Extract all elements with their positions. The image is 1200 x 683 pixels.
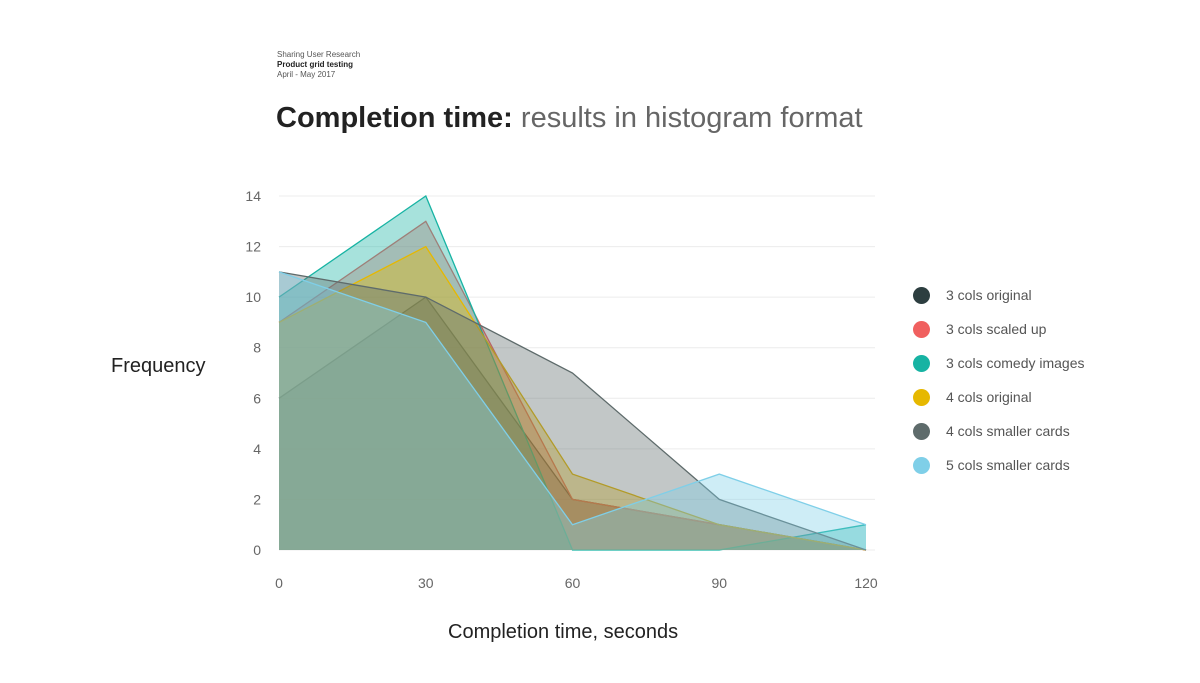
y-tick-label: 10 [245,289,261,305]
chart-legend: 3 cols original 3 cols scaled up 3 cols co… [913,278,1085,482]
report-project: Product grid testing [277,60,353,69]
legend-item: 3 cols comedy images [913,346,1085,380]
y-tick-label: 2 [253,491,261,507]
series-area [279,196,866,550]
legend-swatch [913,320,930,338]
y-axis-label: Frequency [111,355,206,377]
legend-label: 3 cols scaled up [946,321,1047,337]
legend-label: 5 cols smaller cards [946,457,1070,473]
y-tick-label: 4 [253,441,261,457]
y-tick-label: 0 [253,542,261,558]
legend-item: 3 cols scaled up [913,312,1085,346]
report-section: Sharing User Research [277,50,361,59]
legend-swatch [913,422,930,440]
legend-swatch [913,286,930,304]
series-line [278,245,867,551]
chart-title: Completion time: results in histogram fo… [276,100,863,136]
legend-swatch [913,354,930,372]
x-tick-label: 120 [854,575,878,591]
series-line [278,271,867,526]
report-meta: Sharing User Research Product grid testi… [277,50,360,80]
legend-item: 3 cols original [913,278,1085,312]
series-line [278,271,867,551]
series-area [279,271,866,550]
chart-title-light: results in histogram format [520,102,863,134]
legend-label: 4 cols smaller cards [946,423,1070,439]
legend-swatch [913,388,930,406]
legend-label: 3 cols original [946,287,1032,303]
legend-swatch [913,456,930,474]
y-tick-label: 12 [245,239,261,255]
legend-item: 4 cols smaller cards [913,414,1085,448]
legend-item: 5 cols smaller cards [913,448,1085,482]
y-tick-label: 6 [253,390,261,406]
x-tick-label: 60 [565,575,581,591]
legend-item: 4 cols original [913,380,1085,414]
y-tick-label: 14 [245,188,261,204]
legend-label: 3 cols comedy images [946,355,1085,371]
x-tick-label: 0 [275,575,283,591]
report-dates: April - May 2017 [277,70,336,79]
series-area [279,271,866,550]
x-tick-label: 30 [418,575,434,591]
legend-label: 4 cols original [946,389,1032,405]
series-line [278,195,867,551]
x-axis-label: Completion time, seconds [448,621,679,643]
y-tick-label: 8 [253,340,261,356]
x-tick-label: 90 [711,575,727,591]
series-area [279,297,866,550]
chart-title-strong: Completion time: [276,102,513,134]
series-area [279,221,866,551]
